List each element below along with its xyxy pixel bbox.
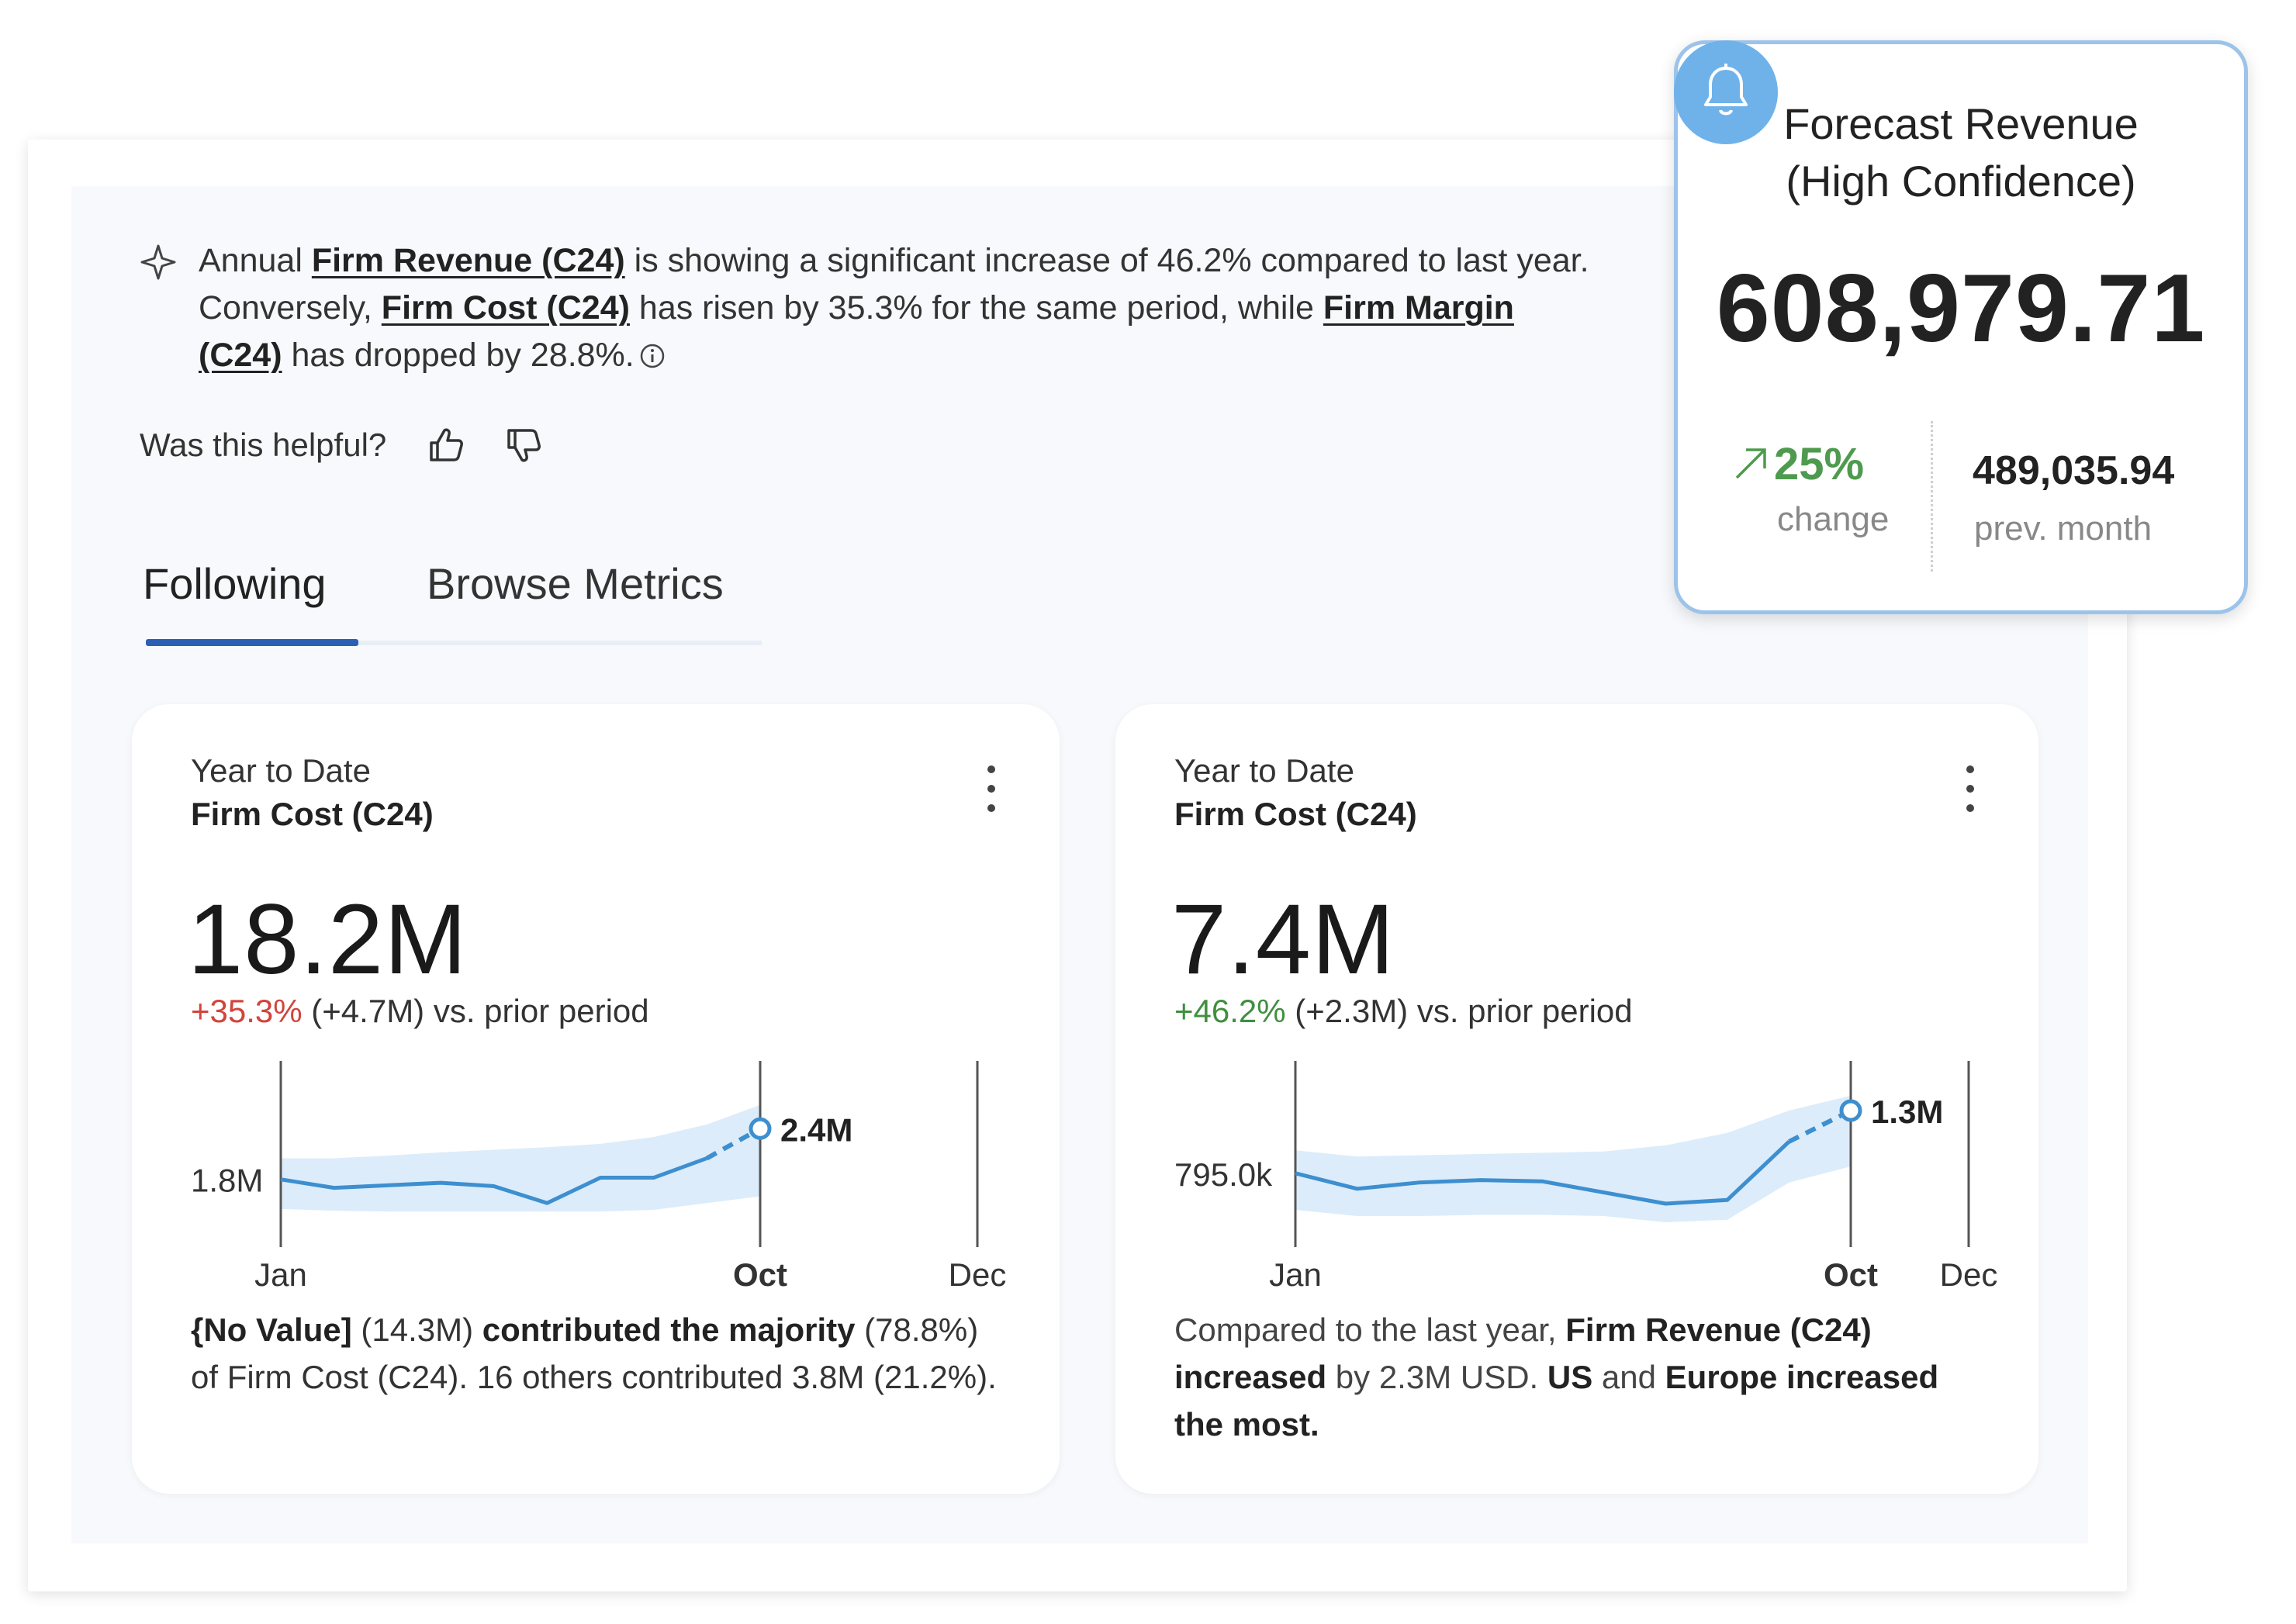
summary-part: (78.8%) of Firm Cost (C24). 16 others co… (191, 1311, 997, 1395)
y-start-label: 1.8M (191, 1163, 263, 1199)
forecast-alert-card[interactable]: Forecast Revenue (High Confidence) 608,97… (1674, 40, 2248, 614)
insight-text-part: has risen by 35.3% for the same period, … (629, 289, 1323, 327)
x-tick-label: Oct (1824, 1256, 1878, 1293)
tab-bar: Following Browse Metrics (140, 558, 762, 651)
latest-value-label: 2.4M (780, 1111, 852, 1148)
delta-detail: (+2.3M) vs. prior period (1285, 993, 1633, 1029)
previous-value: 489,035.94 (1973, 448, 2175, 493)
insight-text-part: Annual (199, 242, 312, 279)
more-options-icon[interactable] (982, 762, 1001, 816)
summary-part: increased (1174, 1359, 1327, 1395)
metric-card[interactable]: Year to Date Firm Cost (C24) 7.4M +46.2%… (1115, 704, 2038, 1494)
change-label: change (1777, 500, 1890, 538)
card-value: 7.4M (1171, 884, 1395, 995)
summary-part: increased the most. (1174, 1359, 1939, 1443)
card-delta: +46.2% (+2.3M) vs. prior period (1174, 993, 1633, 1030)
series-line (1295, 1140, 1791, 1206)
thumbs-up-icon[interactable] (425, 424, 467, 466)
feedback-question: Was this helpful? (140, 427, 387, 463)
active-tab-indicator (146, 639, 358, 646)
summary-part: Firm Revenue (C24) (1565, 1311, 1872, 1348)
summary-part: (14.3M) (351, 1311, 482, 1348)
change-percent-value: 25% (1774, 439, 1865, 489)
x-tick-label: Oct (733, 1256, 787, 1293)
x-tick-label: Jan (1269, 1256, 1322, 1293)
y-start-label: 795.0k (1174, 1156, 1273, 1193)
feedback-row: Was this helpful? (140, 422, 545, 468)
summary-part: by 2.3M USD. (1326, 1359, 1547, 1395)
card-period: Year to Date (191, 752, 371, 789)
latest-point (1839, 1099, 1862, 1122)
card-period: Year to Date (1174, 752, 1354, 789)
delta-percent: +46.2% (1174, 993, 1286, 1029)
summary-part (1777, 1359, 1786, 1395)
sparkline-chart: 1.8M 2.4M Jan Oct Dec (191, 1061, 1007, 1293)
stat-divider (1931, 421, 1933, 572)
sparkle-icon (140, 244, 176, 280)
bell-button[interactable] (1674, 40, 1778, 144)
more-options-icon[interactable] (1961, 762, 1980, 816)
confidence-band (1295, 1095, 1851, 1222)
series-line (280, 1156, 708, 1205)
alert-title-line: (High Confidence) (1786, 157, 2136, 206)
insight-text-part: is showing a significant increase of 46.… (199, 242, 1589, 327)
card-summary: {No Value] (14.3M) contributed the major… (191, 1306, 1005, 1401)
bell-icon (1704, 64, 1748, 116)
insight-text-part: has dropped by 28.8%. (282, 337, 635, 374)
firm-revenue-link[interactable]: Firm Revenue (C24) (311, 242, 625, 279)
card-metric-name: Firm Cost (C24) (191, 796, 434, 832)
x-tick-label: Dec (1940, 1256, 1998, 1293)
card-value: 18.2M (188, 884, 468, 995)
tab-track (146, 641, 762, 645)
forecast-line (705, 1126, 762, 1161)
latest-value-label: 1.3M (1871, 1094, 1943, 1130)
info-icon[interactable] (639, 343, 666, 369)
summary-part: Compared to the last year, (1174, 1311, 1566, 1348)
firm-margin-link[interactable]: Firm Margin (C24) (199, 289, 1514, 374)
summary-part: {No Value] (191, 1311, 352, 1348)
x-tick-label: Jan (254, 1256, 307, 1293)
firm-cost-link[interactable]: Firm Cost (C24) (381, 289, 630, 327)
insight-summary: Annual Firm Revenue (C24) is showing a s… (140, 237, 1590, 379)
metric-card[interactable]: Year to Date Firm Cost (C24) 18.2M +35.3… (132, 704, 1060, 1494)
tab-following[interactable]: Following (143, 559, 327, 608)
x-tick-label: Dec (949, 1256, 1007, 1293)
thumbs-down-icon[interactable] (503, 424, 545, 466)
summary-part: US (1547, 1359, 1593, 1395)
card-delta: +35.3% (+4.7M) vs. prior period (191, 993, 649, 1030)
forecast-line (1788, 1108, 1852, 1144)
card-metric-name: Firm Cost (C24) (1174, 796, 1417, 832)
alert-title: Forecast Revenue (High Confidence) (1678, 95, 2244, 210)
arrow-up-right-icon (1735, 448, 1766, 479)
alert-title-line: Forecast Revenue (1783, 99, 2139, 148)
summary-part: contributed the majority (482, 1311, 856, 1348)
summary-part: and (1592, 1359, 1665, 1395)
summary-part: Europe (1665, 1359, 1778, 1395)
latest-point (749, 1117, 772, 1140)
previous-label: prev. month (1974, 510, 2152, 548)
card-summary: Compared to the last year, Firm Revenue … (1174, 1306, 1989, 1448)
alert-value: 608,979.71 (1716, 255, 2206, 362)
sparkline-chart: 795.0k 1.3M Jan Oct Dec (1174, 1061, 1998, 1293)
change-percent: 25% (1732, 438, 1864, 490)
delta-detail: (+4.7M) vs. prior period (302, 993, 649, 1029)
insight-text: Annual Firm Revenue (C24) is showing a s… (199, 237, 1590, 379)
tab-browse-metrics[interactable]: Browse Metrics (427, 559, 724, 608)
delta-percent: +35.3% (191, 993, 303, 1029)
